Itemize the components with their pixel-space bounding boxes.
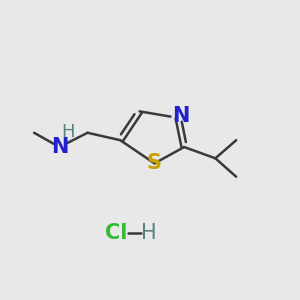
Text: S: S xyxy=(147,153,162,173)
Text: H: H xyxy=(61,123,74,141)
Text: N: N xyxy=(51,137,68,157)
Text: Cl: Cl xyxy=(105,223,127,243)
Text: N: N xyxy=(172,106,189,126)
Text: H: H xyxy=(141,223,156,243)
